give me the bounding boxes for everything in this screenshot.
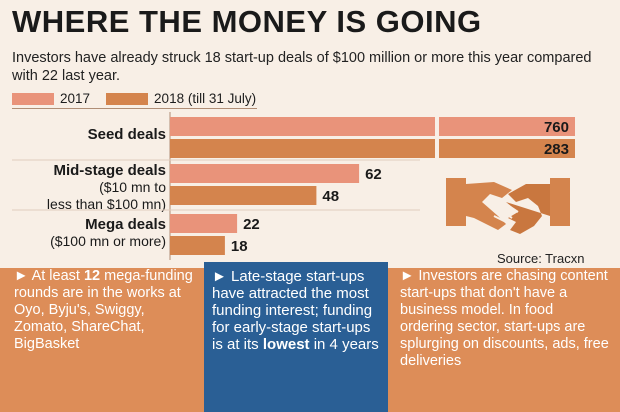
- legend-swatch-2017: [12, 92, 54, 105]
- data-label-1-0: 62: [365, 166, 382, 183]
- legend-label-2018: 2018 (till 31 July): [154, 91, 257, 106]
- bar-1-1: [170, 186, 317, 205]
- data-label-0-1: 283: [544, 141, 569, 158]
- legend-swatch-2018: [106, 92, 149, 105]
- bar-2-0: [170, 214, 238, 233]
- category-sub-mid-2: less than $100 mn): [46, 196, 166, 212]
- category-sub-mega: ($100 mn or more): [50, 233, 166, 249]
- axis-break-0: [435, 115, 439, 138]
- info-box-center: ► Late-stage start-ups have attracted th…: [204, 262, 388, 412]
- chart-title: WHERE THE MONEY IS GOING: [12, 4, 482, 39]
- legend-label-2017: 2017: [60, 91, 91, 106]
- category-label-mega: Mega deals ($100 mn or more): [50, 216, 166, 249]
- source-note: Source: Tracxn: [497, 251, 585, 266]
- legend-divider: [12, 108, 257, 109]
- handshake-icon: [446, 178, 570, 234]
- chart-subtitle: Investors have already struck 18 start-u…: [12, 50, 592, 84]
- legend-item-2018: 2018 (till 31 July): [106, 91, 256, 106]
- data-label-2-0: 22: [243, 216, 260, 233]
- info-box-left: ► At least 12 mega-funding rounds are in…: [14, 268, 193, 352]
- emph-lowest: lowest: [262, 336, 310, 353]
- bar-2-1: [170, 236, 225, 255]
- bar-0-1: [170, 139, 575, 158]
- data-label-1-1: 48: [322, 188, 339, 205]
- data-label-0-0: 760: [544, 119, 569, 136]
- highlight-number: 12: [83, 268, 101, 284]
- category-sub-mid-1: ($10 mn to: [99, 179, 166, 195]
- category-label-mid: Mid-stage deals ($10 mn to less than $10…: [46, 162, 166, 212]
- bar-1-0: [170, 164, 360, 183]
- legend: 2017 2018 (till 31 July): [12, 91, 272, 106]
- data-label-2-1: 18: [231, 238, 248, 255]
- bar-0-0: [170, 117, 575, 136]
- legend-item-2017: 2017: [12, 91, 90, 106]
- category-label-seed: Seed deals: [87, 126, 166, 143]
- info-box-right: ► Investors are chasing content start-up…: [400, 268, 609, 369]
- axis-break-1: [435, 137, 439, 160]
